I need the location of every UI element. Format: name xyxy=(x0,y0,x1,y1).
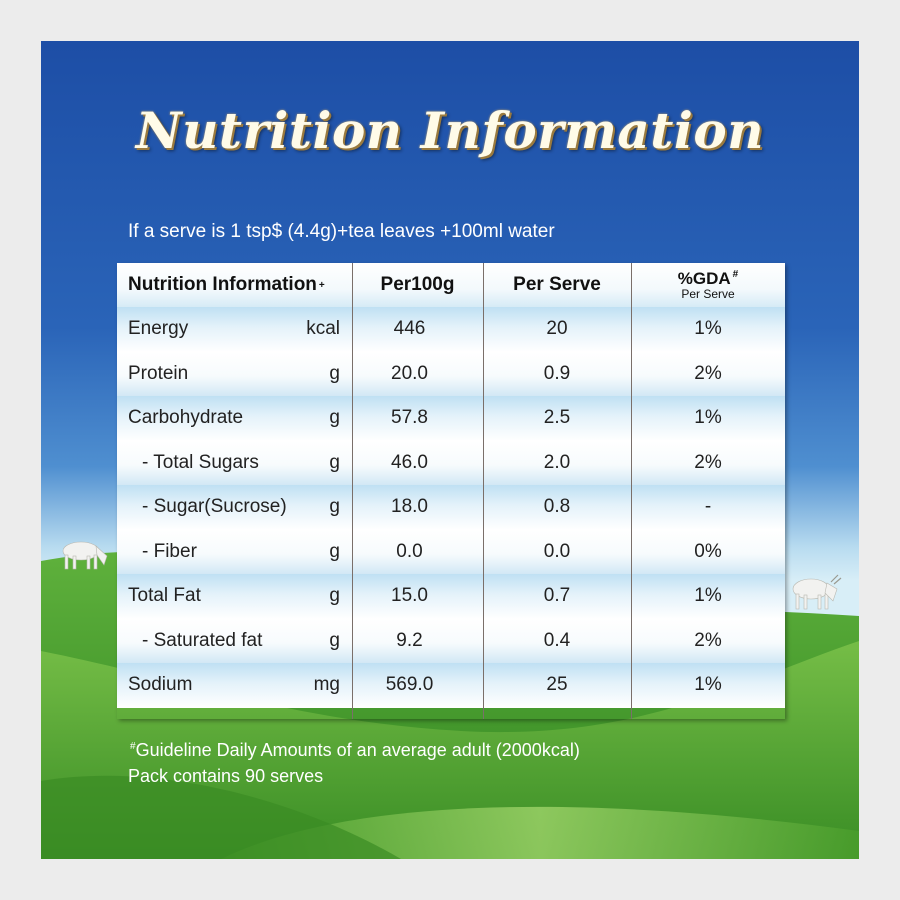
per100g-cell: 9.2 xyxy=(396,629,423,651)
nutrient-cell: - Saturated fat g xyxy=(142,629,340,651)
goat-left-icon xyxy=(62,541,108,570)
header-nutrient-mark: + xyxy=(318,279,325,291)
nutrient-cell: Total Fat g xyxy=(128,585,340,607)
nutrient-cell: - Sugar(Sucrose) g xyxy=(142,496,340,518)
per-serve-cell: 0.8 xyxy=(543,496,571,518)
header-gda: %GDA # Per Serve xyxy=(631,263,785,307)
nutrient-cell: Sodium mg xyxy=(128,674,340,696)
table-row: - Saturated fat g 9.2 0.4 2% xyxy=(117,618,785,663)
nutrition-table: Nutrition Information + Per100g Per Serve… xyxy=(117,263,785,719)
per100g-cell: 15.0 xyxy=(391,585,428,607)
table-row: Energy kcal 446 20 1% xyxy=(117,307,785,352)
gda-footnote: #Guideline Daily Amounts of an average a… xyxy=(130,740,580,760)
header-per100g: Per100g xyxy=(380,274,455,295)
nutrition-panel: Nutrition Information If a serve is 1 ts… xyxy=(41,41,859,859)
nutrient-cell: - Fiber g xyxy=(142,540,340,562)
per-serve-cell: 20 xyxy=(546,318,568,340)
nutrient-cell: - Total Sugars g xyxy=(142,451,340,473)
gda-cell: 2% xyxy=(694,451,722,473)
per-serve-cell: 0.9 xyxy=(543,362,571,384)
pack-footnote: Pack contains 90 serves xyxy=(128,766,324,786)
gda-cell: 1% xyxy=(694,318,722,340)
header-nutrient: Nutrition Information + xyxy=(117,263,352,307)
per100g-cell: 0.0 xyxy=(396,540,423,562)
table-row: Carbohydrate g 57.8 2.5 1% xyxy=(117,396,785,441)
per-serve-cell: 2.0 xyxy=(543,451,571,473)
nutrient-cell: Carbohydrate g xyxy=(128,407,340,429)
header-nutrient-label: Nutrition Information xyxy=(128,274,317,295)
table-header-row: Nutrition Information + Per100g Per Serve… xyxy=(117,263,785,307)
per-serve-cell: 0.7 xyxy=(543,585,571,607)
per100g-cell: 18.0 xyxy=(391,496,428,518)
footnotes: #Guideline Daily Amounts of an average a… xyxy=(128,734,580,789)
gda-cell: 0% xyxy=(694,540,722,562)
column-divider xyxy=(483,263,484,719)
table-row: Total Fat g 15.0 0.7 1% xyxy=(117,574,785,619)
per100g-cell: 20.0 xyxy=(391,362,428,384)
per-serve-cell: 2.5 xyxy=(543,407,571,429)
per100g-cell: 569.0 xyxy=(385,674,434,696)
column-divider xyxy=(352,263,353,719)
gda-cell: 2% xyxy=(694,362,722,384)
serve-note: If a serve is 1 tsp$ (4.4g)+tea leaves +… xyxy=(128,221,555,242)
gda-cell: 2% xyxy=(694,629,722,651)
table-row: Protein g 20.0 0.9 2% xyxy=(117,351,785,396)
per-serve-cell: 0.4 xyxy=(543,629,571,651)
page-title: Nutrition Information xyxy=(135,101,765,160)
header-gda-sub: Per Serve xyxy=(681,287,735,301)
per100g-cell: 57.8 xyxy=(391,407,428,429)
table-row: - Fiber g 0.0 0.0 0% xyxy=(117,529,785,574)
header-gda-label: %GDA # xyxy=(677,269,739,288)
gda-cell: 1% xyxy=(694,585,722,607)
gda-cell: - xyxy=(704,496,712,518)
nutrient-cell: Protein g xyxy=(128,362,340,384)
column-divider xyxy=(631,263,632,719)
table-row: - Sugar(Sucrose) g 18.0 0.8 - xyxy=(117,485,785,530)
table-row: - Total Sugars g 46.0 2.0 2% xyxy=(117,440,785,485)
goat-right-icon xyxy=(792,574,842,610)
header-per-serve: Per Serve xyxy=(513,274,601,295)
nutrient-cell: Energy kcal xyxy=(128,318,340,340)
gda-cell: 1% xyxy=(694,407,722,429)
gda-cell: 1% xyxy=(694,674,722,696)
per-serve-cell: 25 xyxy=(546,674,568,696)
table-row: Sodium mg 569.0 25 1% xyxy=(117,663,785,708)
per-serve-cell: 0.0 xyxy=(543,540,571,562)
per100g-cell: 446 xyxy=(393,318,426,340)
per100g-cell: 46.0 xyxy=(391,451,428,473)
